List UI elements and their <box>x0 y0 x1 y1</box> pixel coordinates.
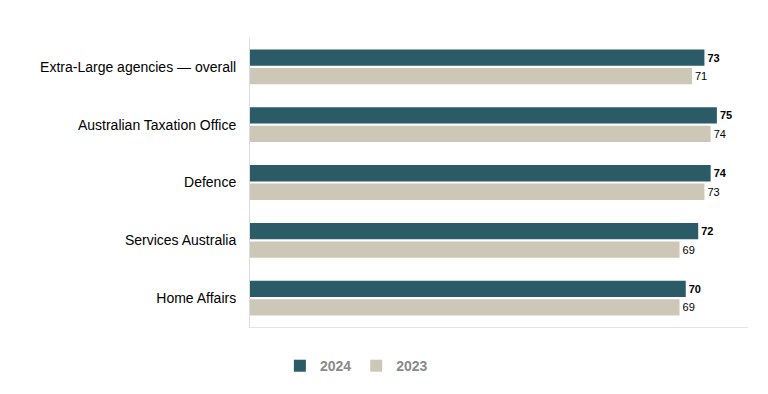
svg-text:73: 73 <box>707 52 719 64</box>
svg-text:74: 74 <box>714 128 726 140</box>
svg-text:74: 74 <box>714 167 727 179</box>
svg-text:75: 75 <box>720 109 732 121</box>
svg-text:2023: 2023 <box>396 358 427 374</box>
svg-text:71: 71 <box>695 70 707 82</box>
svg-text:Extra-Large agencies — overall: Extra-Large agencies — overall <box>40 59 236 75</box>
svg-text:Home Affairs: Home Affairs <box>156 290 236 306</box>
svg-text:2024: 2024 <box>320 358 351 374</box>
svg-text:Australian Taxation Office: Australian Taxation Office <box>78 117 236 133</box>
svg-text:69: 69 <box>683 301 695 313</box>
svg-text:70: 70 <box>689 283 701 295</box>
svg-text:69: 69 <box>683 244 695 256</box>
svg-text:Defence: Defence <box>184 174 236 190</box>
svg-text:73: 73 <box>707 186 719 198</box>
svg-text:Services Australia: Services Australia <box>125 232 236 248</box>
svg-text:72: 72 <box>701 225 713 237</box>
